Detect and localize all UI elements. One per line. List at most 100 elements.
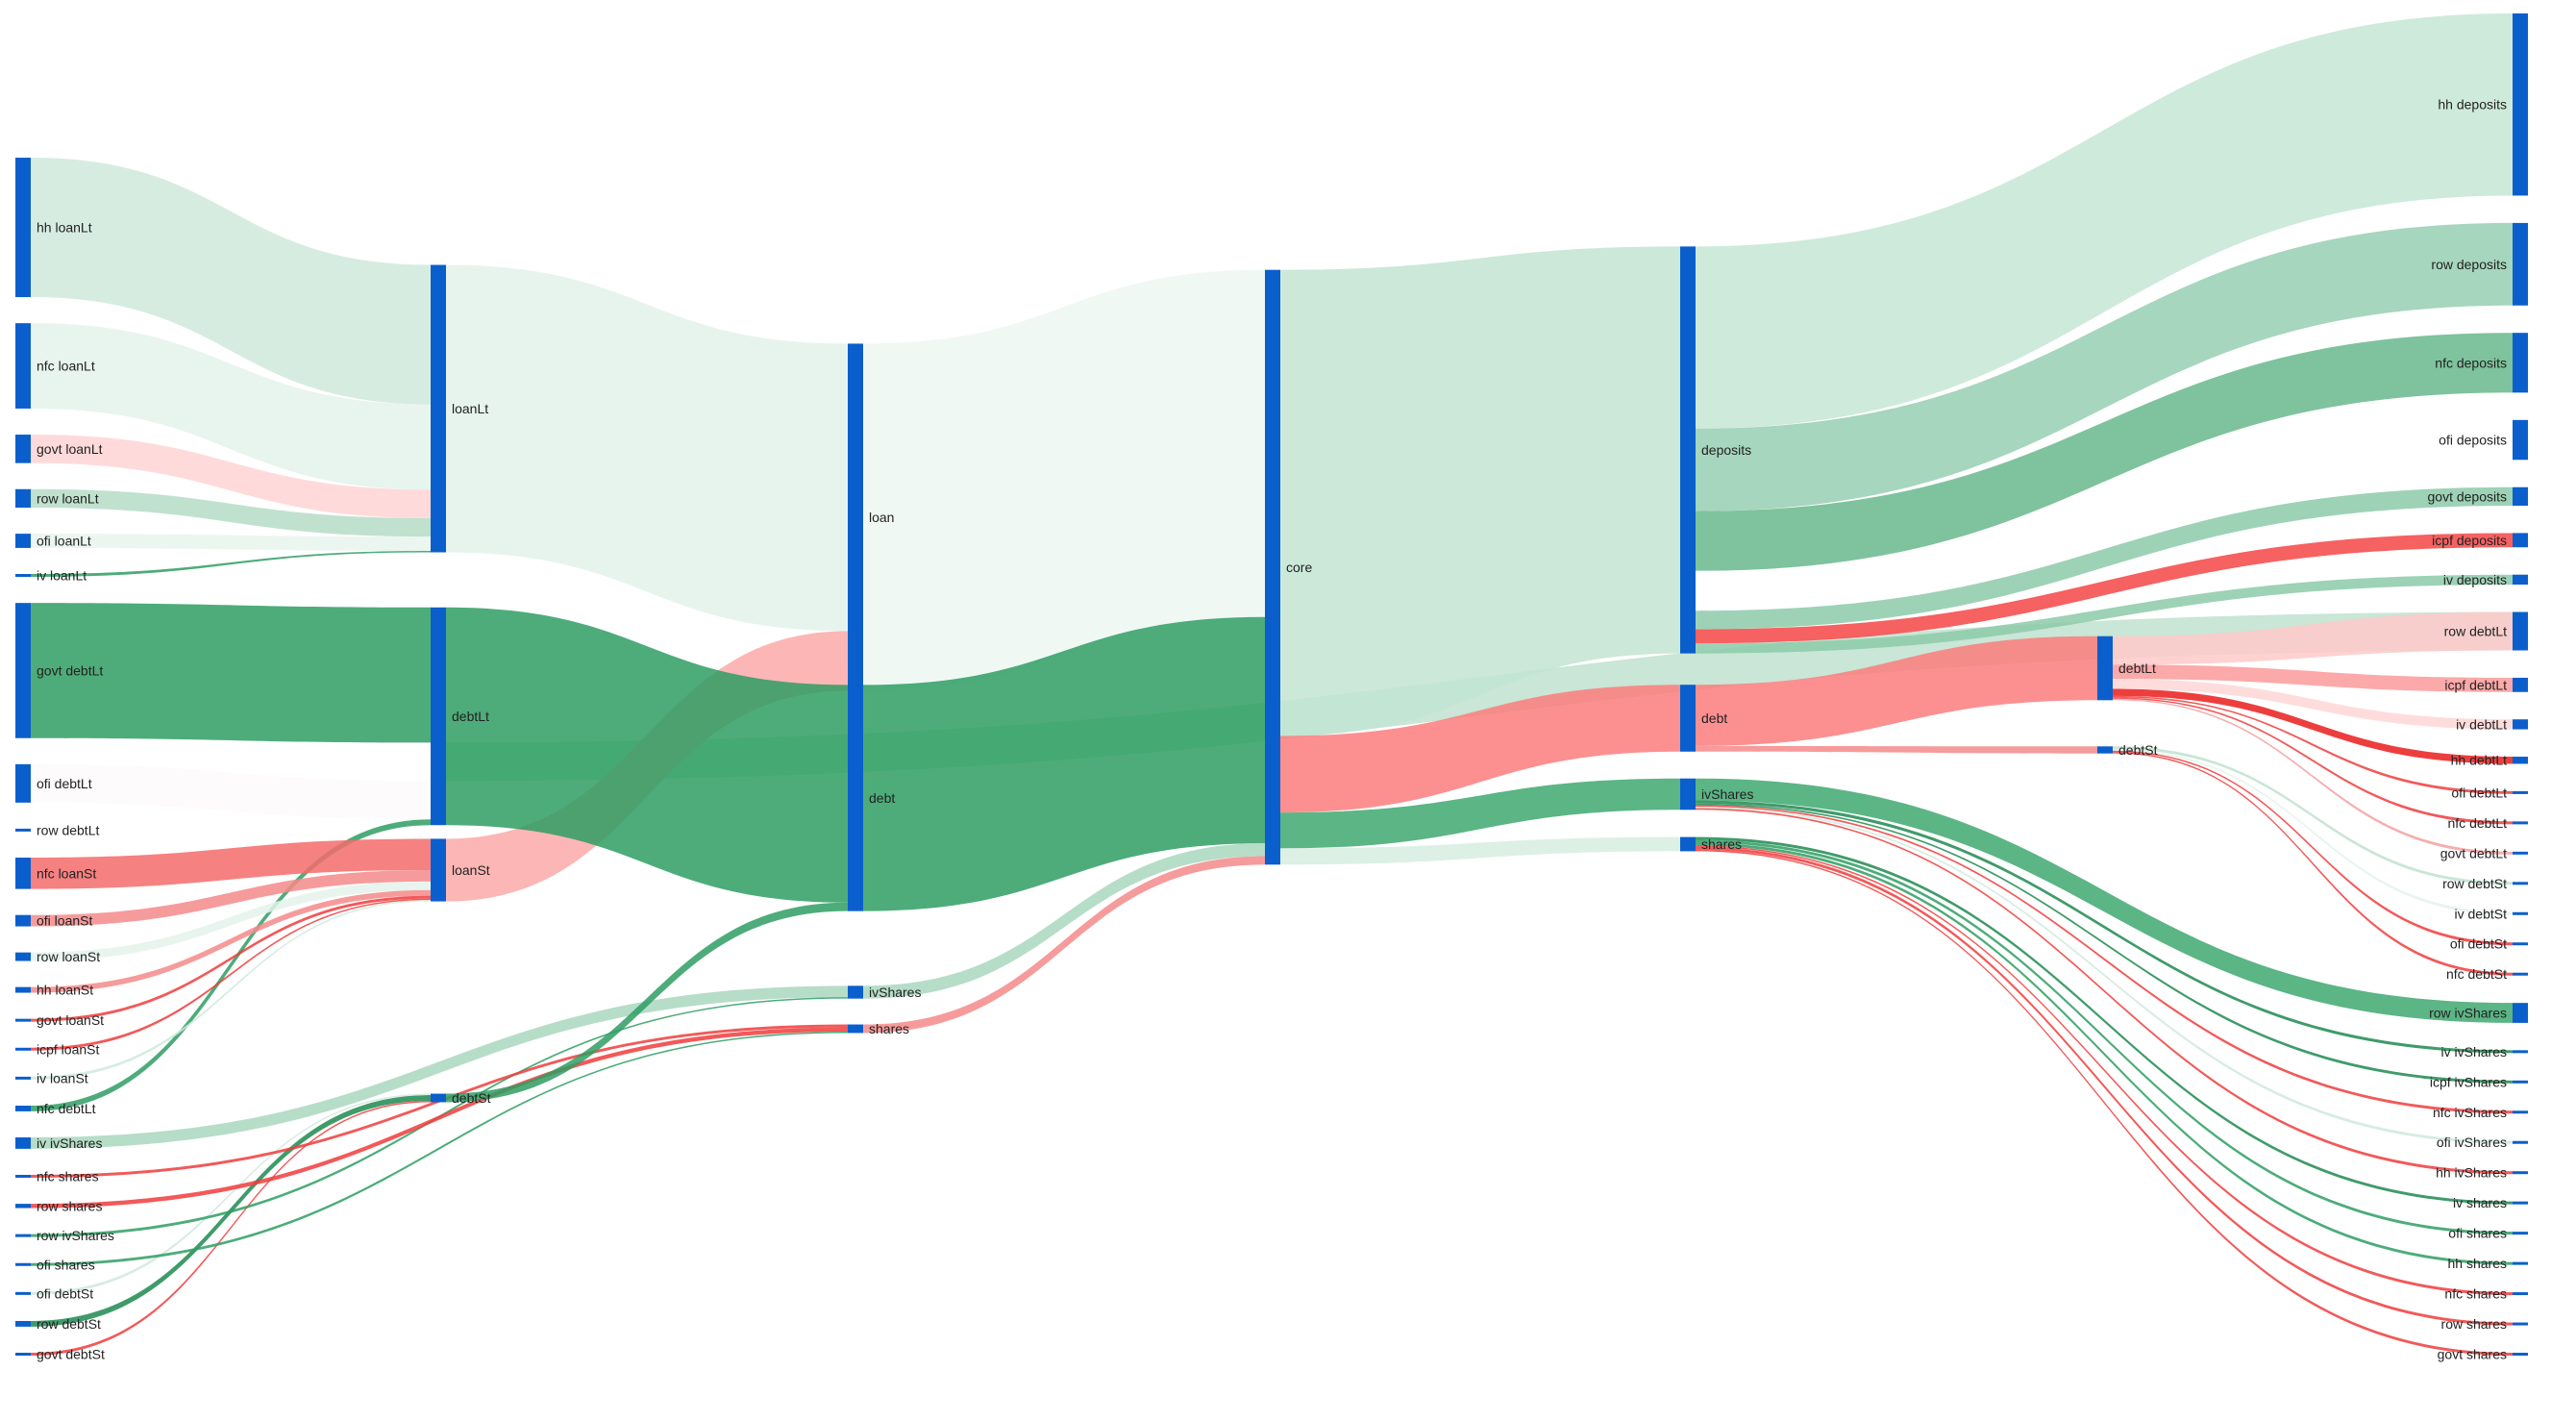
sankey-link-iv-loanSt-to-loanSt	[31, 900, 431, 1080]
sankey-link-govt-debtSt-to-debtSt	[31, 1100, 431, 1356]
sankey-link-govt-debtLt-to-debtLt	[31, 603, 431, 743]
sankey-link-debtSt_r-to-iv-debtSt	[2113, 749, 2513, 915]
sankey-node-debtLt_r	[2097, 636, 2113, 701]
sankey-node-hh-debtLt	[2513, 757, 2528, 764]
sankey-node-label-loanSt: loanSt	[452, 862, 490, 878]
sankey-node-row-ivShares	[15, 1234, 31, 1237]
sankey-node-ofi-deposits	[2513, 419, 2528, 461]
sankey-node-row-debtLt	[2513, 611, 2528, 651]
sankey-node-label-hh-debtLt: hh debtLt	[2451, 753, 2507, 768]
sankey-link-debtLt_r-to-row-debtLt	[2113, 611, 2513, 665]
sankey-link-row-shares-to-shares	[31, 1027, 848, 1209]
sankey-node-icpf-debtLt	[2513, 677, 2528, 692]
sankey-node-label-row-debtSt_r: row debtSt	[2442, 876, 2507, 891]
sankey-link-nfc-loanLt-to-loanLt	[31, 323, 431, 490]
sankey-node-row-loanSt	[15, 952, 31, 961]
sankey-link-ofi-loanSt-to-loanSt	[31, 870, 431, 927]
sankey-link-row-loanSt-to-loanSt	[31, 881, 431, 961]
sankey-node-iv-shares	[2513, 1201, 2528, 1205]
sankey-node-label-nfc-shares: nfc shares	[37, 1168, 99, 1184]
sankey-link-shares_r-to-govt-shares	[1696, 849, 2513, 1356]
sankey-node-nfc-deposits	[2513, 333, 2528, 393]
sankey-link-debt-to-core	[863, 616, 1265, 911]
sankey-node-label-row-ivShares_r: row ivShares	[2429, 1006, 2507, 1021]
sankey-node-govt-loanSt	[15, 1018, 31, 1022]
sankey-link-icpf-loanSt-to-loanSt	[31, 898, 431, 1051]
sankey-link-shares_r-to-ofi-shares_r	[1696, 839, 2513, 1235]
sankey-link-debtLt_r-to-iv-debtLt	[2113, 679, 2513, 730]
sankey-link-ivShares-to-core	[863, 843, 1265, 999]
sankey-link-ivShares_r-to-ofi-ivShares	[1696, 807, 2513, 1144]
sankey-node-iv-loanLt	[15, 574, 31, 578]
sankey-node-label-nfc-debtLt_r: nfc debtLt	[2448, 815, 2508, 831]
sankey-node-ivShares_r	[1680, 778, 1696, 810]
sankey-node-label-ofi-shares_r: ofi shares	[2448, 1226, 2507, 1241]
sankey-node-icpf-deposits	[2513, 533, 2528, 548]
sankey-node-iv-debtLt	[2513, 719, 2528, 730]
sankey-node-label-core: core	[1286, 560, 1312, 575]
sankey-node-label-ofi-debtLt: ofi debtLt	[37, 776, 92, 791]
sankey-node-hh-loanSt	[15, 986, 31, 993]
sankey-node-ivShares	[848, 985, 863, 999]
sankey-node-label-ofi-debtLt_r: ofi debtLt	[2451, 785, 2507, 800]
sankey-link-shares_r-to-nfc-shares_r	[1696, 845, 2513, 1296]
sankey-node-icpf-loanSt	[15, 1047, 31, 1051]
sankey-node-label-iv-loanSt: iv loanSt	[37, 1070, 88, 1085]
sankey-node-label-govt-debtLt: govt debtLt	[37, 662, 103, 678]
sankey-node-label-hh-deposits: hh deposits	[2438, 97, 2507, 112]
sankey-link-deposits-to-icpf-deposits	[1696, 533, 2513, 644]
sankey-link-core-to-ivShares_r	[1280, 778, 1680, 849]
sankey-node-label-debt: debt	[869, 790, 895, 806]
sankey-node-govt-debtSt	[15, 1353, 31, 1356]
sankey-link-debtSt_r-to-ofi-debtSt_r	[2113, 750, 2513, 946]
sankey-node-shares	[848, 1024, 863, 1034]
sankey-node-iv-ivShares_r	[2513, 1050, 2528, 1054]
sankey-node-label-row-shares_r: row shares	[2441, 1316, 2507, 1332]
sankey-node-row-debtLt	[15, 828, 31, 832]
sankey-node-label-loanLt: loanLt	[452, 401, 488, 416]
sankey-node-icpf-ivShares	[2513, 1080, 2528, 1084]
sankey-link-debt_r-to-debtLt_r	[1696, 636, 2097, 746]
sankey-link-row-loanLt-to-loanLt	[31, 488, 431, 537]
sankey-node-nfc-debtLt_r	[2513, 821, 2528, 825]
sankey-node-govt-deposits	[2513, 486, 2528, 506]
sankey-node-label-icpf-deposits: icpf deposits	[2432, 533, 2507, 548]
sankey-node-label-nfc-debtLt: nfc debtLt	[37, 1101, 96, 1116]
sankey-link-govt-loanLt-to-loanLt	[31, 435, 431, 518]
sankey-node-label-row-deposits: row deposits	[2431, 257, 2507, 272]
sankey-node-label-nfc-loanLt: nfc loanLt	[37, 359, 95, 374]
sankey-node-govt-debtLt	[15, 603, 31, 738]
sankey-node-label-debtSt: debtSt	[452, 1090, 491, 1106]
sankey-link-loan-to-core	[863, 269, 1265, 691]
sankey-node-nfc-shares_r	[2513, 1292, 2528, 1296]
sankey-node-label-govt-debtLt_r: govt debtLt	[2440, 845, 2507, 860]
sankey-node-debtLt	[431, 607, 446, 826]
sankey-node-debtSt	[431, 1093, 446, 1103]
sankey-node-label-row-loanSt: row loanSt	[37, 949, 100, 964]
sankey-node-label-govt-debtSt: govt debtSt	[37, 1347, 105, 1362]
sankey-node-label-iv-shares: iv shares	[2453, 1195, 2507, 1210]
sankey-link-debtLt_r-to-nfc-debtLt_r	[2113, 697, 2513, 825]
sankey-link-debtSt_r-to-row-debtSt_r	[2113, 746, 2513, 885]
nodes-layer	[15, 13, 2528, 1356]
sankey-node-hh-deposits	[2513, 13, 2528, 196]
sankey-node-debt_r	[1680, 685, 1696, 752]
sankey-node-label-ofi-shares: ofi shares	[37, 1257, 95, 1272]
sankey-link-debtSt_r-to-nfc-debtSt	[2113, 752, 2513, 976]
sankey-node-label-iv-ivShares: iv ivShares	[37, 1135, 102, 1151]
sankey-node-label-deposits: deposits	[1701, 442, 1751, 458]
sankey-link-ivShares_r-to-nfc-ivShares	[1696, 805, 2513, 1114]
sankey-node-label-ofi-loanSt: ofi loanSt	[37, 913, 92, 929]
sankey-node-ofi-debtSt_r	[2513, 942, 2528, 946]
sankey-node-label-nfc-deposits: nfc deposits	[2435, 355, 2507, 370]
sankey-link-deposits-to-hh-deposits	[1696, 13, 2513, 429]
sankey-node-ofi-ivShares	[2513, 1140, 2528, 1144]
sankey-node-label-shares: shares	[869, 1021, 909, 1036]
sankey-node-label-shares_r: shares	[1701, 836, 1742, 852]
sankey-node-shares_r	[1680, 836, 1696, 852]
sankey-node-ofi-debtSt	[15, 1291, 31, 1295]
sankey-node-row-shares	[15, 1204, 31, 1209]
sankey-link-debtLt_r-to-govt-debtLt_r	[2113, 698, 2513, 855]
sankey-node-ofi-shares_r	[2513, 1232, 2528, 1235]
sankey-node-label-govt-deposits: govt deposits	[2428, 488, 2508, 504]
